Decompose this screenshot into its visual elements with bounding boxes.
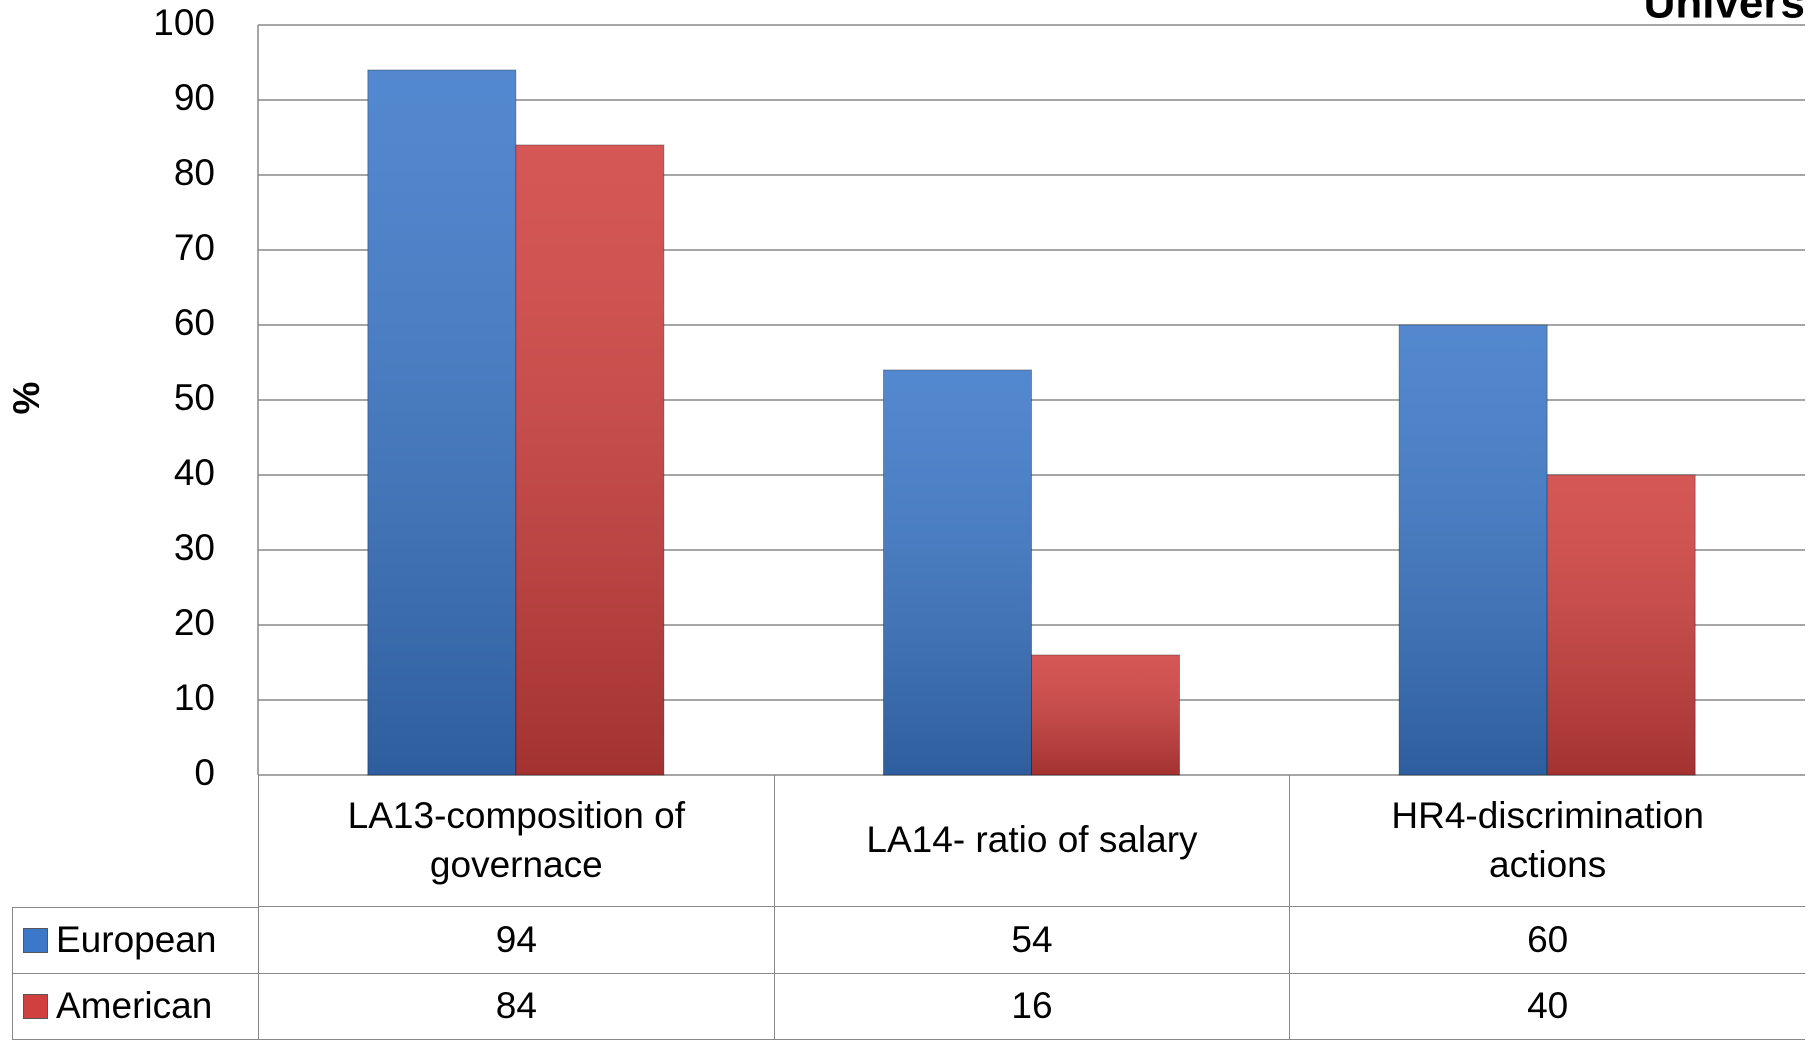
table-value-cell: 16: [773, 974, 1290, 1040]
chart-title: Univers: [1644, 0, 1805, 28]
legend-label: European: [56, 919, 217, 961]
bar: [1546, 474, 1696, 776]
y-tick-label: 60: [174, 302, 215, 343]
y-tick-label: 70: [174, 227, 215, 268]
bar: [515, 144, 665, 776]
table-header-cell-text: HR4-discrimination actions: [1391, 795, 1704, 885]
y-tick-label: 10: [174, 677, 215, 718]
table-header-cell: LA14- ratio of salary: [773, 775, 1290, 907]
legend-cell: American: [12, 974, 258, 1040]
table-value-cell: 84: [258, 974, 774, 1040]
table-header-cell-text: LA13-composition of governace: [347, 795, 685, 885]
table-value-cell-text: 16: [1011, 985, 1053, 1027]
legend-cell: European: [12, 907, 258, 974]
table-value-cell-text: 40: [1527, 985, 1569, 1027]
y-axis-label: %: [6, 382, 47, 415]
y-tick-label: 100: [153, 2, 215, 43]
table-value-cell-text: 54: [1011, 918, 1053, 960]
table-value-cell: 94: [258, 907, 774, 974]
bar: [367, 69, 517, 776]
y-tick-label: 50: [174, 377, 215, 418]
table-header-cell-text: LA14- ratio of salary: [866, 819, 1198, 861]
legend-key: [23, 928, 48, 953]
y-tick-label: 40: [174, 452, 215, 493]
legend-label: American: [56, 985, 213, 1027]
table-value-cell: 60: [1289, 907, 1805, 974]
table-value-cell-text: 60: [1527, 918, 1569, 960]
y-tick-label: 80: [174, 152, 215, 193]
y-tick-label: 0: [194, 752, 215, 793]
legend-key: [23, 994, 48, 1019]
bar: [1398, 324, 1548, 776]
y-tick-label: 90: [174, 77, 215, 118]
table-value-cell-text: 84: [495, 985, 537, 1027]
table-header-cell: HR4-discrimination actions: [1289, 775, 1805, 907]
bar: [883, 369, 1032, 776]
y-tick-label: 20: [174, 602, 215, 643]
table-value-cell: 40: [1289, 974, 1805, 1040]
table-header-cell: LA13-composition of governace: [258, 775, 774, 907]
table-value-cell-text: 94: [495, 918, 537, 960]
table-value-cell: 54: [773, 907, 1290, 974]
bar: [1031, 654, 1180, 776]
y-tick-label: 30: [174, 527, 215, 568]
